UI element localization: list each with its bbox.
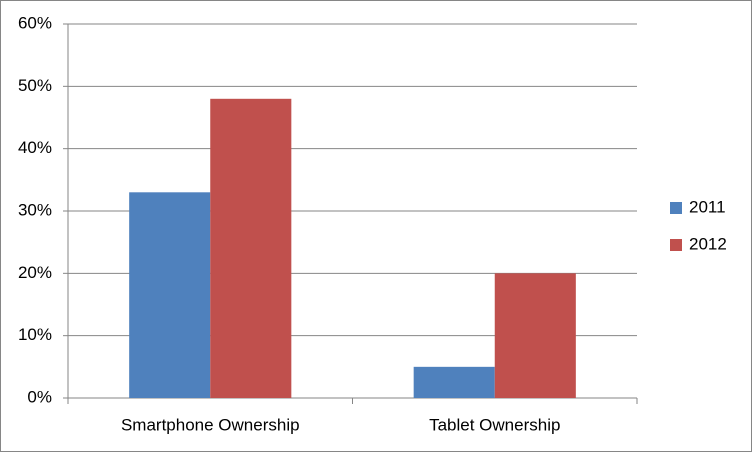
y-tick-label: 10% <box>18 325 52 344</box>
y-tick-label: 20% <box>18 263 52 282</box>
bar <box>494 273 576 398</box>
legend-label: 2012 <box>689 234 727 253</box>
y-tick-label: 40% <box>18 138 52 157</box>
y-tick-label: 50% <box>18 76 52 95</box>
legend-swatch <box>670 239 682 251</box>
y-tick-label: 30% <box>18 200 52 219</box>
legend-label: 2011 <box>689 197 726 216</box>
bar <box>129 192 211 398</box>
y-tick-label: 60% <box>18 13 52 32</box>
bar <box>413 366 495 398</box>
x-tick-label: Smartphone Ownership <box>121 415 300 434</box>
y-tick-label: 0% <box>27 387 52 406</box>
legend-swatch <box>670 202 682 214</box>
x-tick-label: Tablet Ownership <box>429 415 560 434</box>
bar <box>210 98 292 399</box>
